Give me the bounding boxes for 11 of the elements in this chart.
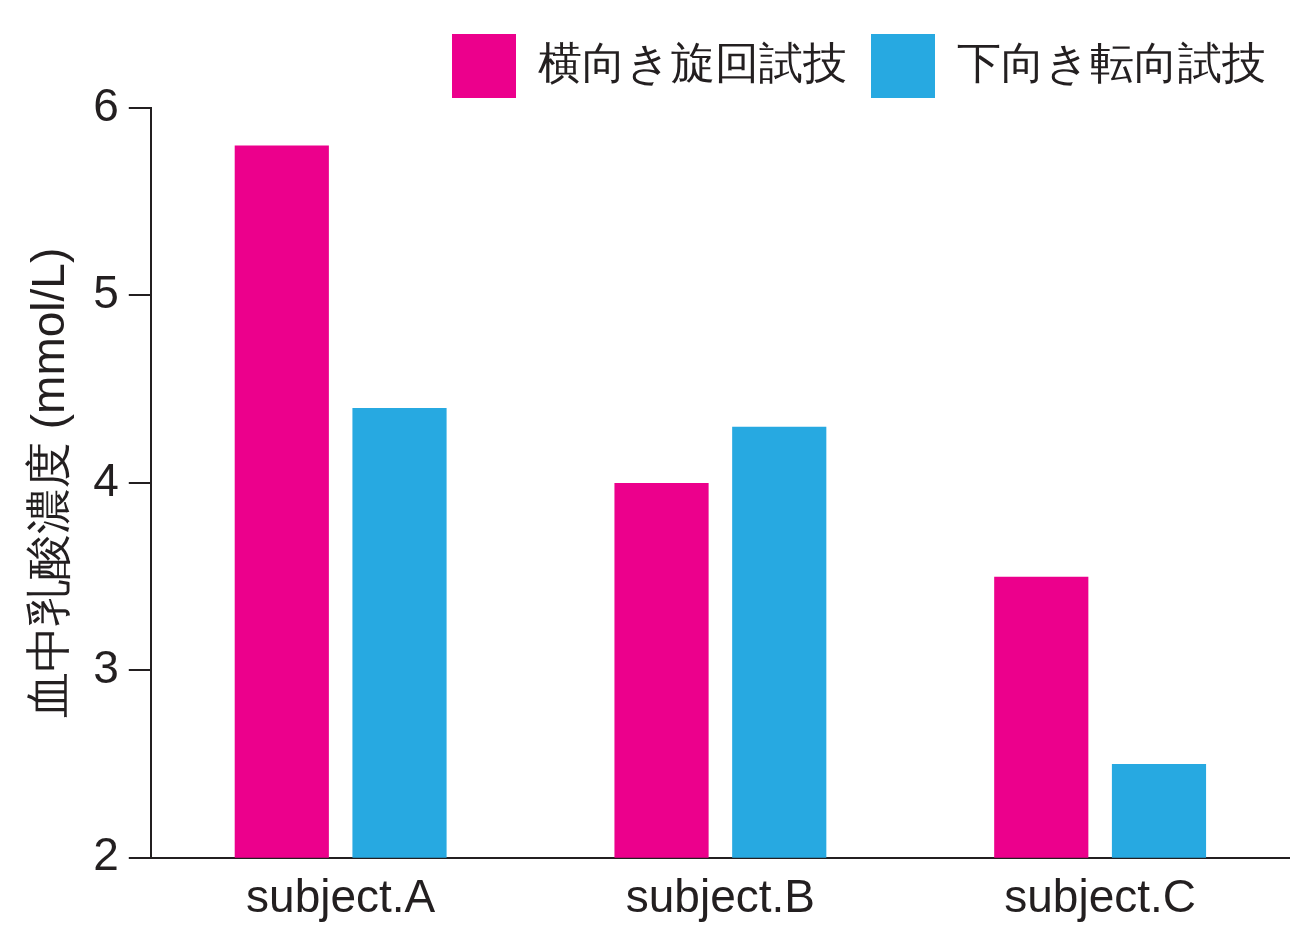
y-tick-label: 4: [93, 453, 119, 506]
y-tick-label: 2: [93, 828, 119, 881]
legend-label: 横向き旋回試技: [538, 38, 847, 88]
y-axis-title: 血中乳酸濃度 (mmol/L): [22, 247, 75, 719]
y-tick-label: 3: [93, 641, 119, 694]
x-tick-label: subject.B: [625, 870, 815, 923]
legend-label: 下向き転向試技: [957, 38, 1266, 88]
y-tick-label: 6: [93, 78, 119, 131]
y-tick-label: 5: [93, 266, 119, 319]
x-tick-label: subject.A: [246, 870, 436, 923]
x-tick-label: subject.C: [1004, 870, 1197, 923]
